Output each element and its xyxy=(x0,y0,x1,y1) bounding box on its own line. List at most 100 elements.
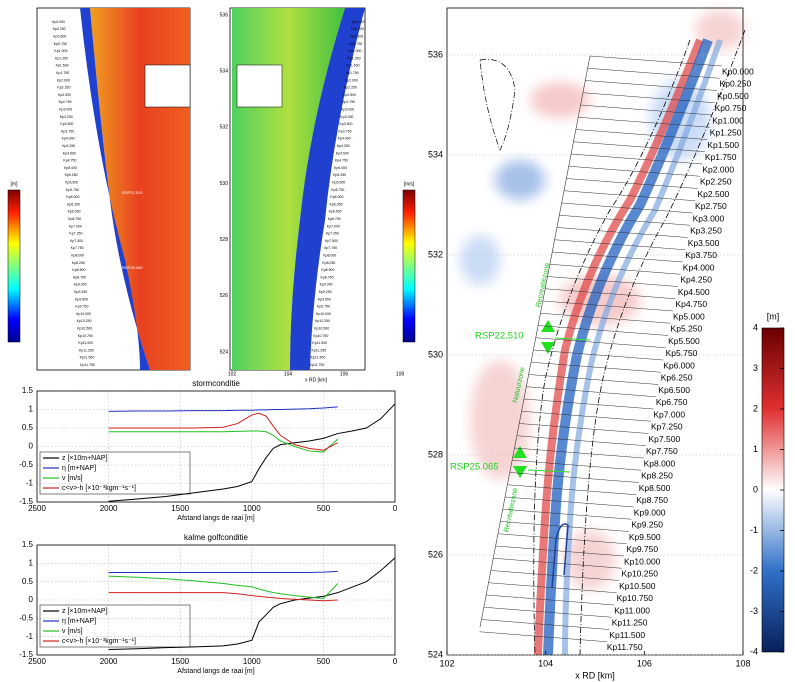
transect-label: Kp3.750 xyxy=(339,129,352,133)
legend-label: z [×10m+NAP] xyxy=(62,455,108,462)
transect-label: Kp1.250 xyxy=(348,56,361,60)
transect xyxy=(507,484,637,495)
y-tick-label: 536 xyxy=(428,49,443,59)
legend-label: η [m+NAP] xyxy=(62,465,96,472)
x-tick-label: 1000 xyxy=(243,657,261,666)
transect xyxy=(585,80,718,91)
x-tick-label: 1500 xyxy=(171,504,189,513)
colorbar-tick-label: 0 xyxy=(753,484,758,494)
legend-label: v [m/s] xyxy=(62,628,83,635)
transect xyxy=(505,496,634,508)
x-tick-label: 104 xyxy=(284,371,293,377)
transect-label: Kp2.250 xyxy=(57,86,70,90)
transect-label: Kp6.500 xyxy=(658,385,690,395)
transect xyxy=(524,398,654,410)
transect-label: Kp3.750 xyxy=(685,250,717,260)
transect-label: Kp11.250 xyxy=(612,618,648,628)
transect-label: Kp4.000 xyxy=(683,262,715,272)
transect xyxy=(486,594,615,606)
x-tick-label: 0 xyxy=(393,504,398,513)
x-axis-label: Afstand langs de raai [m] xyxy=(177,668,254,675)
y-tick-label: 0.5 xyxy=(22,577,34,586)
transect xyxy=(589,55,723,67)
transect-label: Kp11.000 xyxy=(614,605,650,615)
transect-label: Kp0.500 xyxy=(53,35,66,39)
transect xyxy=(540,313,671,324)
x-tick-label: 500 xyxy=(317,504,331,513)
transect-label: Kp4.500 xyxy=(336,151,349,155)
y-tick-label: 524 xyxy=(220,349,229,355)
series-line xyxy=(108,592,338,602)
transect-label: Kp3.500 xyxy=(688,238,720,248)
x-tick-label: 2500 xyxy=(28,657,46,666)
transect-label: Kp9.000 xyxy=(320,283,333,287)
transect-label: Kp9.500 xyxy=(318,297,331,301)
dike-line xyxy=(579,29,746,656)
transect xyxy=(580,104,713,116)
transect xyxy=(526,386,656,397)
transect-label: Kp6.250 xyxy=(661,373,693,383)
transect-label: Kp2.500 xyxy=(58,93,71,97)
transect-label: Kp9.750 xyxy=(626,544,658,554)
transect-label: Kp7.250 xyxy=(651,422,683,432)
transect xyxy=(481,619,610,630)
transect xyxy=(566,178,698,189)
y-tick-label: 528 xyxy=(220,237,229,243)
transect-label: Kp10.000 xyxy=(76,312,91,316)
transect xyxy=(519,423,649,434)
flow-maps: [m] [m/s] x RD [km] xyxy=(7,7,416,383)
transect-label: Kp2.000 xyxy=(57,78,70,82)
transect-label: Kp1.750 xyxy=(56,71,69,75)
colorbar-tick-label: -1 xyxy=(750,525,758,535)
transect-label: Kp10.250 xyxy=(622,569,659,579)
transect-label: Kp4.500 xyxy=(678,287,710,297)
transect-edge xyxy=(479,55,591,628)
transect-label: Kp0.000 xyxy=(352,20,365,24)
x-tick-label: 108 xyxy=(396,371,405,377)
transect xyxy=(547,276,678,287)
legend-label: c<v>-h [×10⁻³kgm⁻¹s⁻¹] xyxy=(62,638,136,645)
transect-label: Kp7.000 xyxy=(327,224,340,228)
y-tick-label: 1 xyxy=(29,558,34,567)
transect-label: Kp1.000 xyxy=(54,49,67,53)
transect-label: Kp8.000 xyxy=(323,254,336,258)
transect-label: Kp8.750 xyxy=(321,275,334,279)
transect-label: Kp5.250 xyxy=(65,173,78,177)
transect-label: Kp6.000 xyxy=(330,195,343,199)
transect-label: Kp7.500 xyxy=(649,434,681,444)
transect-label: Kp1.500 xyxy=(707,140,739,150)
y-tick-label: -0.5 xyxy=(19,613,33,622)
transect-label: Kp2.500 xyxy=(343,93,356,97)
x-tick-label: 104 xyxy=(538,658,553,668)
colorbar-tick-label: 1 xyxy=(753,444,758,454)
transect-label: Kp4.750 xyxy=(675,299,707,309)
transect-label: Kp4.250 xyxy=(680,275,712,285)
series-line xyxy=(108,557,396,650)
transect-label: Kp3.250 xyxy=(340,115,353,119)
transect-label: Kp10.500 xyxy=(77,327,92,331)
transect-label: Kp7.000 xyxy=(69,224,82,228)
transect-label: Kp3.750 xyxy=(61,129,74,133)
transect-label: Kp3.500 xyxy=(339,122,352,126)
colorbar-tick-label: 3 xyxy=(753,363,758,373)
transect-label: Kp4.250 xyxy=(337,144,350,148)
transect-label: Kp2.000 xyxy=(345,78,358,82)
x-tick-label: 2500 xyxy=(28,504,46,513)
transect xyxy=(573,141,705,152)
transect-label: Kp9.750 xyxy=(75,305,88,309)
transect-label: Kp10.750 xyxy=(617,593,654,603)
transect-label: Kp1.250 xyxy=(55,56,68,60)
transect-label: Kp11.500 xyxy=(609,630,645,640)
y-tick-label: 526 xyxy=(428,549,443,559)
legend-box xyxy=(39,604,191,648)
rsp-line xyxy=(554,337,591,341)
transect-label: Kp3.000 xyxy=(693,213,725,223)
transect-label: Kp10.000 xyxy=(624,556,661,566)
transect-label: Kp9.500 xyxy=(629,532,661,542)
transect-label: Kp2.750 xyxy=(695,201,727,211)
transect-label: Kp7.750 xyxy=(71,246,84,250)
chart-title: stormconditie xyxy=(192,379,240,388)
x-axis-label: x RD [km] xyxy=(305,377,328,383)
transect-label: Kp4.750 xyxy=(63,159,76,163)
transect xyxy=(517,435,647,446)
